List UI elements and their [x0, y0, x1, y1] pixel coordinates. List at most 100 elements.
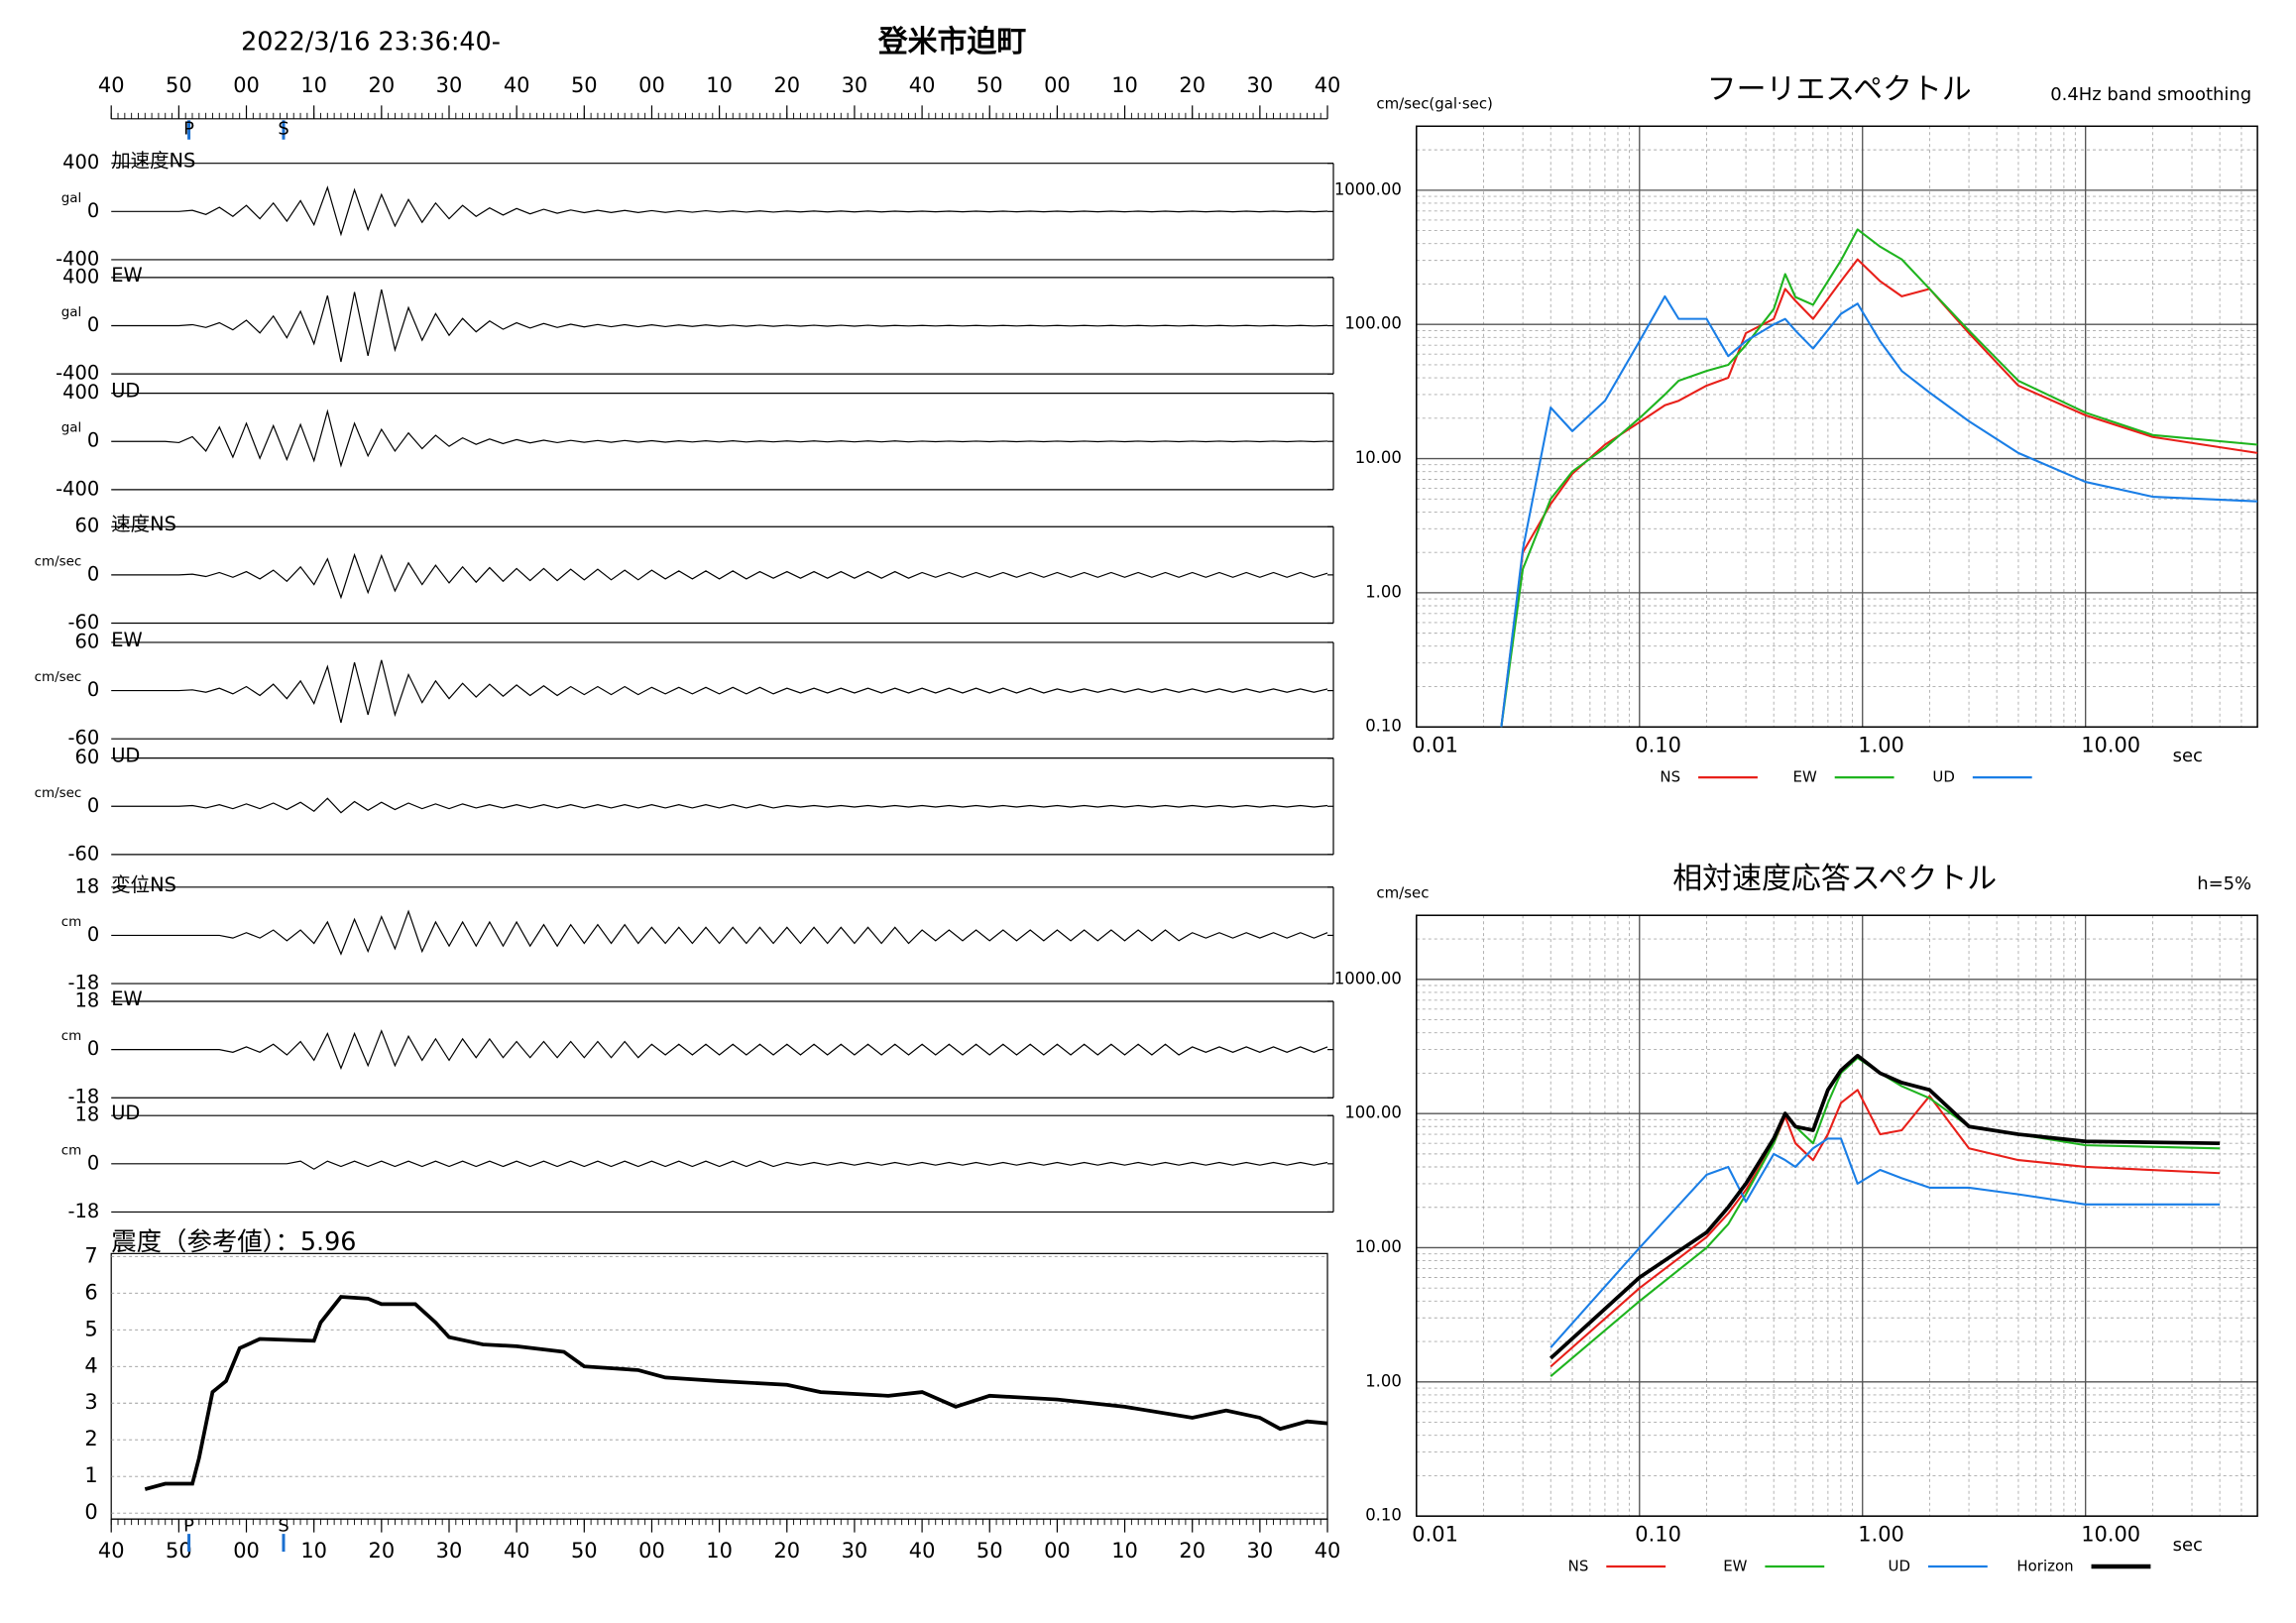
- x-tick-label: 00: [233, 73, 260, 97]
- y-tick-label: 1.00: [1365, 1371, 1402, 1390]
- waveform: [111, 909, 1328, 956]
- y-tick-label: 0: [87, 1151, 99, 1174]
- x-tick-label: 40: [98, 1539, 125, 1563]
- unit-label: cm/sec: [35, 554, 82, 569]
- x-tick-label: 10: [706, 73, 733, 97]
- y-tick-label: 400: [62, 381, 99, 404]
- x-tick-label: 20: [773, 1539, 800, 1563]
- waveform: [111, 1029, 1328, 1071]
- y-tick-label: -60: [67, 727, 99, 750]
- phase-label: S: [278, 1516, 288, 1537]
- unit-label: cm/sec: [35, 670, 82, 685]
- x-tick-label: 50: [976, 1539, 1003, 1563]
- y-axis-label: cm/sec: [1376, 883, 1429, 901]
- x-tick-label: 10.00: [2081, 734, 2140, 757]
- y-tick-label: 0: [87, 562, 99, 585]
- legend-label: UD: [1932, 768, 1954, 786]
- panel-label: EW: [111, 264, 143, 287]
- x-tick-label: 10: [300, 1539, 327, 1563]
- y-tick-label: 18: [75, 874, 100, 897]
- x-tick-label: 20: [1179, 1539, 1205, 1563]
- y-tick-label: 1.00: [1365, 582, 1402, 601]
- waveform: [111, 185, 1328, 237]
- legend-label: Horizon: [2016, 1558, 2073, 1575]
- panel-label: 変位NS: [111, 873, 176, 896]
- phase-label: P: [183, 1516, 194, 1537]
- legend-label: NS: [1660, 768, 1680, 786]
- y-tick-label: -18: [67, 972, 99, 994]
- unit-label: cm: [61, 1143, 82, 1158]
- y-tick-label: 60: [75, 515, 100, 537]
- y-tick-label: -18: [67, 1086, 99, 1108]
- x-tick-label: 10: [706, 1539, 733, 1563]
- x-tick-label: 40: [909, 73, 936, 97]
- y-tick-label: 1000.00: [1334, 969, 1402, 987]
- chart-title: 相対速度応答スペクトル: [1672, 862, 1997, 896]
- x-tick-label: 00: [1044, 1539, 1071, 1563]
- x-tick-label: 50: [571, 73, 598, 97]
- y-tick-label: 60: [75, 630, 100, 652]
- waveform: [111, 659, 1328, 724]
- x-tick-label: 40: [1315, 73, 1341, 97]
- x-tick-label: 50: [166, 73, 192, 97]
- y-tick-label: 0: [87, 794, 99, 817]
- x-tick-label: 50: [976, 73, 1003, 97]
- x-tick-label: 20: [369, 1539, 396, 1563]
- panel-label: EW: [111, 987, 143, 1010]
- y-tick-label: 0: [87, 1037, 99, 1060]
- x-tick-label: 00: [233, 1539, 260, 1563]
- panel-label: UD: [111, 380, 140, 403]
- unit-label: gal: [61, 421, 82, 436]
- x-tick-label: 30: [842, 73, 868, 97]
- x-tick-label: 0.01: [1412, 734, 1458, 757]
- x-tick-label: 1.00: [1858, 1523, 1904, 1547]
- phase-label: S: [278, 118, 288, 139]
- legend-label: UD: [1889, 1558, 1910, 1575]
- x-tick-label: 0.10: [1635, 734, 1681, 757]
- y-tick-label: 2: [84, 1427, 97, 1450]
- phase-label: P: [183, 118, 194, 139]
- intensity-title: 震度（参考値）：5.96: [111, 1226, 356, 1256]
- x-tick-label: 30: [842, 1539, 868, 1563]
- x-tick-label: 30: [436, 73, 463, 97]
- x-tick-label: 40: [909, 1539, 936, 1563]
- y-tick-label: -400: [56, 247, 99, 270]
- y-tick-label: 1000.00: [1334, 179, 1402, 198]
- y-tick-label: 0.10: [1365, 1506, 1402, 1525]
- x-tick-label: 20: [369, 73, 396, 97]
- y-tick-label: 10.00: [1355, 1237, 1402, 1256]
- x-tick-label: 10: [300, 73, 327, 97]
- panel-label: EW: [111, 629, 143, 651]
- x-tick-label: 10: [1111, 1539, 1138, 1563]
- x-tick-label: 0.10: [1635, 1523, 1681, 1547]
- x-tick-label: 50: [571, 1539, 598, 1563]
- y-tick-label: -60: [67, 611, 99, 634]
- y-axis-label: cm/sec(gal·sec): [1376, 94, 1492, 112]
- y-tick-label: 10.00: [1355, 448, 1402, 467]
- y-tick-label: 6: [84, 1280, 97, 1304]
- legend-label: EW: [1723, 1558, 1747, 1575]
- panel-label: 速度NS: [111, 513, 176, 535]
- plot-frame: [1416, 125, 2258, 728]
- unit-label: gal: [61, 191, 82, 206]
- x-tick-label: 30: [1247, 1539, 1274, 1563]
- x-tick-label: 10: [1111, 73, 1138, 97]
- x-tick-label: 30: [1247, 73, 1274, 97]
- y-tick-label: 0: [87, 429, 99, 452]
- unit-label: cm/sec: [35, 786, 82, 801]
- unit-label: gal: [61, 305, 82, 320]
- waveform: [111, 797, 1328, 814]
- unit-label: cm: [61, 915, 82, 930]
- spectrum-line: [1500, 228, 2258, 728]
- panel-label: UD: [111, 745, 140, 767]
- waveform: [111, 289, 1328, 363]
- waveform: [111, 552, 1328, 600]
- legend-label: NS: [1568, 1558, 1589, 1575]
- y-tick-label: -400: [56, 477, 99, 500]
- intensity-line: [144, 1295, 1328, 1491]
- spectrum-line: [1500, 258, 2258, 728]
- station-title: 登米市迫町: [877, 25, 1027, 59]
- y-tick-label: 1: [84, 1463, 97, 1487]
- y-tick-label: 4: [84, 1353, 97, 1377]
- panel-label: 加速度NS: [111, 150, 195, 173]
